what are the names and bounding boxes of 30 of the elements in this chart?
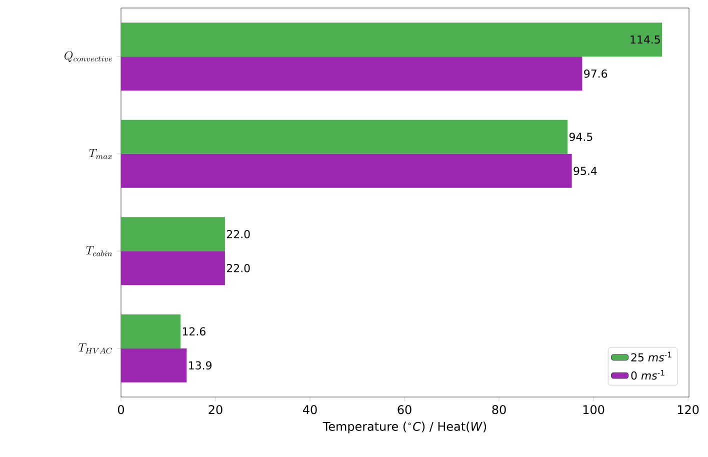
y-tick-label: $T_{cabin}$ (86, 246, 112, 256)
bar (121, 314, 181, 348)
legend-label: 25 ms$^{-1}$ (631, 352, 672, 362)
data-label: 12.6 (182, 327, 206, 336)
x-tick-label: 80 (492, 405, 506, 414)
data-label: 22.0 (226, 264, 250, 272)
x-tick-label: 60 (398, 405, 412, 414)
data-label: 94.5 (569, 132, 592, 142)
bar (121, 217, 225, 252)
x-tick-label: 120 (678, 405, 699, 414)
bar (121, 22, 662, 57)
y-tick-label: $Q_{convective}$ (64, 51, 112, 62)
x-axis-title: Temperature ($^{∘}$C) / Heat(W) (322, 422, 486, 434)
y-tick-label: $T_{max}$ (89, 148, 112, 159)
data-label: 22.0 (226, 230, 250, 238)
bar (121, 56, 582, 91)
data-label: 95.4 (574, 166, 597, 176)
data-label: 13.9 (189, 361, 212, 370)
bar (121, 120, 568, 154)
x-tick-label: 20 (208, 405, 222, 414)
x-tick-label: 40 (302, 405, 317, 414)
x-tick-label: 100 (583, 405, 604, 414)
legend-label: 0 ms$^{-1}$ (631, 370, 664, 380)
data-label: 97.6 (584, 70, 608, 78)
y-tick-label: $T_{HVAC}$ (78, 343, 112, 354)
bar (121, 348, 187, 382)
x-tick-label: 0 (118, 405, 124, 414)
data-label: 114.5 (630, 36, 660, 44)
bar (121, 154, 572, 188)
bar (121, 251, 225, 286)
